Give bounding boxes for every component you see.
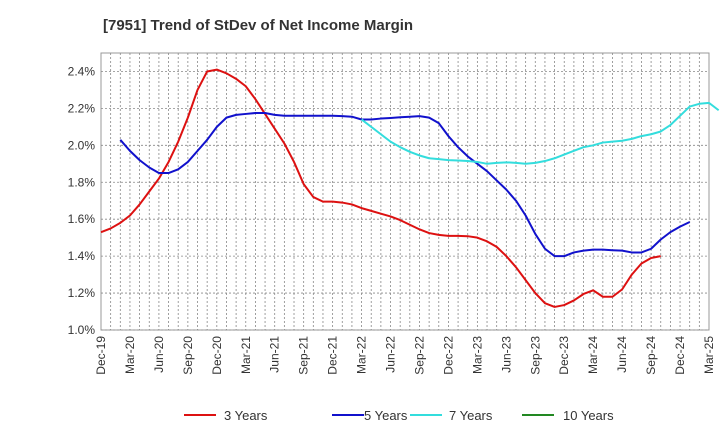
y-tick-label: 1.6% (68, 212, 96, 226)
x-tick-label: Jun-23 (499, 336, 513, 373)
x-tick-label: Jun-20 (152, 336, 166, 373)
x-tick-label: Sep-24 (644, 336, 658, 375)
plot-area (100, 52, 710, 331)
y-tick-label: 2.2% (68, 101, 96, 115)
y-axis: 1.0% 1.2% 1.4% 1.6% 1.8% 2.0% 2.2% 2.4% (68, 64, 96, 337)
legend-label-7-years: 7 Years (449, 408, 493, 423)
x-tick-label: Dec-21 (326, 336, 340, 375)
x-tick-label: Dec-19 (94, 336, 108, 375)
x-tick-label: Sep-21 (297, 336, 311, 375)
x-tick-label: Mar-25 (702, 336, 716, 374)
y-tick-label: 2.4% (68, 64, 96, 78)
x-tick-label: Mar-23 (470, 336, 484, 374)
x-tick-label: Sep-22 (412, 336, 426, 375)
x-tick-label: Jun-22 (384, 336, 398, 373)
x-tick-label: Jun-24 (615, 336, 629, 373)
legend: 3 Years 5 Years 7 Years 10 Years (184, 408, 614, 423)
legend-label-5-years: 5 Years (364, 408, 408, 423)
legend-label-3-years: 3 Years (224, 408, 268, 423)
series-line-5-years (119, 112, 691, 258)
y-tick-label: 1.4% (68, 249, 96, 263)
series-line-3-years (100, 68, 661, 308)
x-tick-label: Sep-23 (528, 336, 542, 375)
x-tick-label: Jun-21 (268, 336, 282, 373)
legend-label-10-years: 10 Years (563, 408, 614, 423)
x-tick-label: Mar-24 (586, 336, 600, 374)
x-axis: Dec-19 Mar-20 Jun-20 Sep-20 Dec-20 Mar-21 Jun-… (94, 336, 716, 375)
x-tick-label: Dec-22 (441, 336, 455, 375)
x-tick-label: Mar-21 (239, 336, 253, 374)
x-tick-label: Dec-20 (210, 336, 224, 375)
x-tick-label: Sep-20 (181, 336, 195, 375)
x-tick-label: Dec-24 (673, 336, 687, 375)
series-line-7-years (360, 101, 720, 165)
x-tick-label: Mar-20 (123, 336, 137, 374)
series-lines (100, 68, 720, 308)
y-tick-label: 1.0% (68, 323, 96, 337)
x-tick-label: Dec-23 (557, 336, 571, 375)
chart-title: [7951] Trend of StDev of Net Income Marg… (103, 17, 413, 34)
y-tick-label: 1.2% (68, 286, 96, 300)
x-tick-label: Mar-22 (355, 336, 369, 374)
y-tick-label: 1.8% (68, 175, 96, 189)
grid-lines (101, 53, 709, 331)
y-tick-label: 2.0% (68, 138, 96, 152)
